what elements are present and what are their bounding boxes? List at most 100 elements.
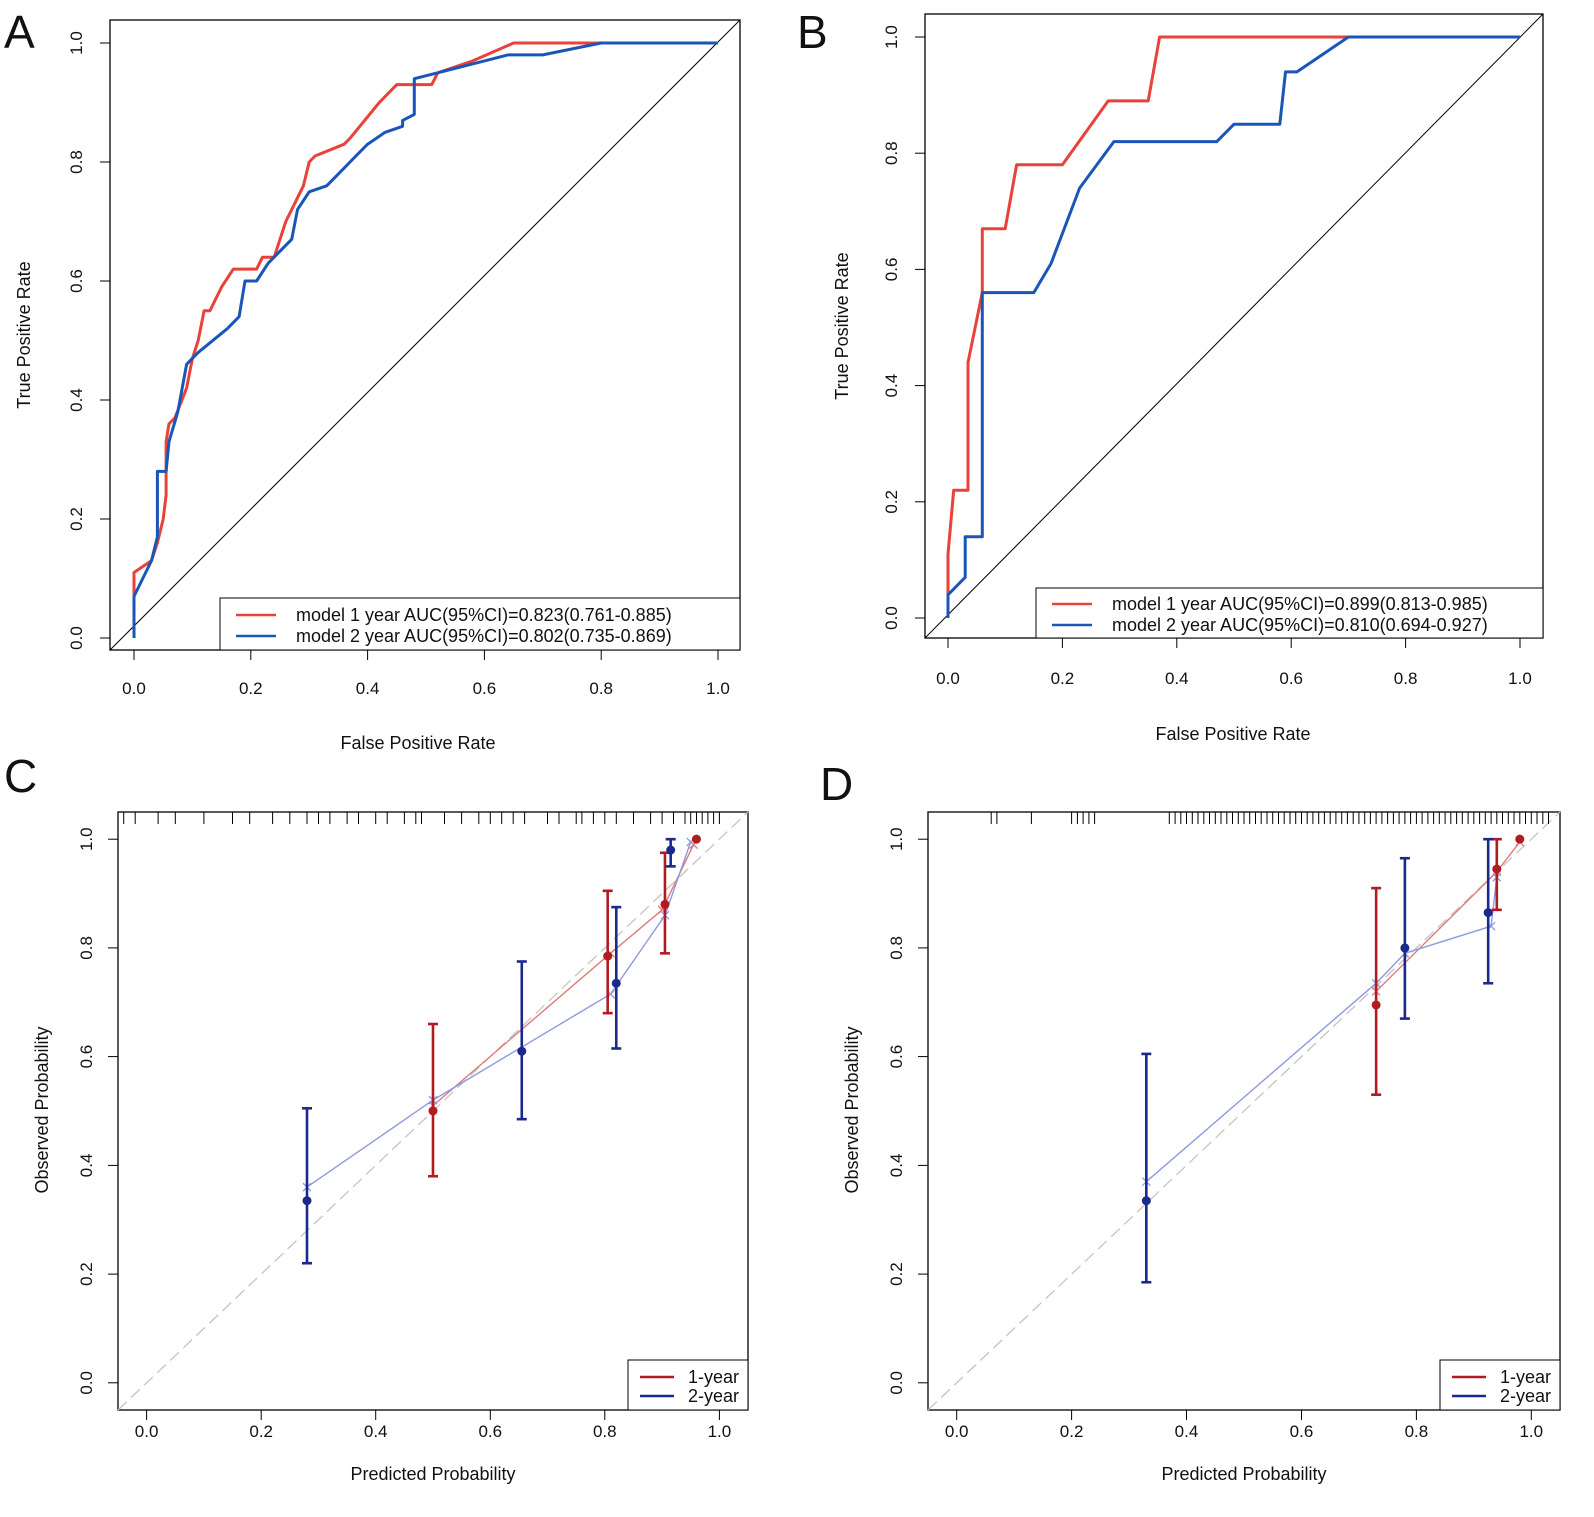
legend-label-model1: model 1 year AUC(95%CI)=0.823(0.761-0.88…: [296, 605, 672, 625]
y-axis-title-d: Observed Probability: [842, 1026, 862, 1193]
observed-point: [660, 899, 670, 909]
legend-label-1-year: 1-year: [1500, 1367, 1551, 1387]
x-tick-label: 0.4: [356, 679, 380, 698]
y-tick-label: 0.6: [77, 1045, 96, 1069]
x-axis-d: 0.0 0.2 0.4 0.6 0.8 1.0: [945, 1409, 1543, 1441]
x-tick-label: 0.4: [1165, 669, 1189, 688]
y-axis-title-c: Observed Probability: [32, 1026, 52, 1193]
x-tick-label: 0.6: [473, 679, 497, 698]
x-tick-label: 0.2: [249, 1422, 273, 1441]
x-axis-c: 0.0 0.2 0.4 0.6 0.8 1.0: [135, 1409, 732, 1441]
roc-chart-b: 0.0 0.2 0.4 0.6 0.8 1.0 0.0 0.2 0.4 0.6 …: [832, 13, 1544, 744]
y-tick-label: 0.6: [67, 269, 86, 293]
y-tick-label: 0.2: [77, 1262, 96, 1286]
y-tick-label: 0.4: [887, 1154, 906, 1178]
legend-b: model 1 year AUC(95%CI)=0.899(0.813-0.98…: [1035, 587, 1544, 639]
y-axis-c: 0.0 0.2 0.4 0.6 0.8 1.0: [77, 827, 119, 1395]
y-tick-label: 0.0: [67, 626, 86, 650]
diagonal-reference-b: [924, 13, 1544, 639]
observed-point: [691, 834, 701, 844]
y-tick-label: 0.0: [882, 606, 901, 630]
x-tick-label: 0.8: [1394, 669, 1418, 688]
y-axis-d: 0.0 0.2 0.4 0.6 0.8 1.0: [887, 827, 929, 1395]
x-tick-label: 1.0: [706, 679, 730, 698]
x-tick-label: 0.8: [589, 679, 613, 698]
calibration-chart-d: 0.0 0.2 0.4 0.6 0.8 1.0 0.0 0.2 0.4 0.6 …: [842, 811, 1561, 1484]
y-tick-label: 1.0: [77, 827, 96, 851]
x-axis-title-c: Predicted Probability: [350, 1464, 515, 1484]
observed-point: [428, 1106, 438, 1116]
x-tick-label: 0.0: [936, 669, 960, 688]
x-tick-label: 1.0: [708, 1422, 732, 1441]
roc-curve-model-1: [132, 41, 718, 638]
x-tick-label: 0.8: [1405, 1422, 1429, 1441]
observed-point: [603, 951, 613, 961]
y-tick-label: 0.8: [882, 141, 901, 165]
observed-point: [1515, 834, 1525, 844]
roc-curve-model-2: [132, 41, 718, 638]
x-tick-label: 0.6: [478, 1422, 502, 1441]
x-tick-label: 0.6: [1279, 669, 1303, 688]
legend-label-model2: model 2 year AUC(95%CI)=0.810(0.694-0.92…: [1112, 615, 1488, 635]
y-tick-label: 0.8: [67, 150, 86, 174]
x-tick-label: 0.4: [364, 1422, 388, 1441]
x-tick-label: 0.0: [945, 1422, 969, 1441]
observed-point: [1141, 1196, 1151, 1206]
y-tick-label: 0.0: [77, 1371, 96, 1395]
x-tick-label: 0.2: [1060, 1422, 1084, 1441]
x-tick-label: 0.0: [135, 1422, 159, 1441]
observed-point: [1371, 1000, 1381, 1010]
x-tick-label: 0.6: [1290, 1422, 1314, 1441]
y-tick-label: 0.2: [887, 1262, 906, 1286]
y-tick-label: 1.0: [882, 25, 901, 49]
panel-letter-c: C: [4, 750, 37, 802]
observed-point: [1400, 943, 1410, 953]
legend-label-model2: model 2 year AUC(95%CI)=0.802(0.735-0.86…: [296, 626, 672, 646]
y-tick-label: 1.0: [887, 827, 906, 851]
x-tick-label: 0.0: [122, 679, 146, 698]
x-tick-label: 0.8: [593, 1422, 617, 1441]
panel-letter-b: B: [797, 6, 828, 58]
y-tick-label: 0.2: [67, 507, 86, 531]
legend-c: 1-year 2-year: [627, 1359, 749, 1411]
x-axis-title-a: False Positive Rate: [340, 733, 495, 753]
x-tick-label: 1.0: [1519, 1422, 1543, 1441]
legend-label-2-year: 2-year: [1500, 1386, 1551, 1406]
legend-a: model 1 year AUC(95%CI)=0.823(0.761-0.88…: [219, 597, 741, 651]
roc-curve-model-1: [946, 35, 1520, 618]
x-axis-title-b: False Positive Rate: [1155, 724, 1310, 744]
y-tick-label: 0.4: [67, 388, 86, 412]
y-axis-b: 0.0 0.2 0.4 0.6 0.8 1.0: [882, 25, 926, 630]
roc-curve-model-2: [946, 35, 1520, 618]
y-tick-label: 0.4: [882, 374, 901, 398]
observed-point: [517, 1046, 527, 1056]
y-tick-label: 0.8: [77, 936, 96, 960]
x-tick-label: 0.2: [1051, 669, 1075, 688]
legend-d: 1-year 2-year: [1439, 1359, 1561, 1411]
panel-letter-d: D: [820, 758, 853, 810]
panel-letter-a: A: [4, 6, 35, 58]
observed-point: [611, 978, 621, 988]
diagonal-reference-a: [109, 19, 741, 651]
observed-point: [1483, 908, 1493, 918]
x-tick-label: 0.2: [239, 679, 263, 698]
legend-label-model1: model 1 year AUC(95%CI)=0.899(0.813-0.98…: [1112, 594, 1488, 614]
legend-label-2-year: 2-year: [688, 1386, 739, 1406]
x-axis-title-d: Predicted Probability: [1161, 1464, 1326, 1484]
y-axis-title-b: True Positive Rate: [832, 252, 852, 399]
legend-label-1-year: 1-year: [688, 1367, 739, 1387]
y-tick-label: 0.4: [77, 1154, 96, 1178]
x-tick-label: 0.4: [1175, 1422, 1199, 1441]
y-axis-title-a: True Positive Rate: [14, 261, 34, 408]
y-tick-label: 0.6: [887, 1045, 906, 1069]
calibration-chart-c: 0.0 0.2 0.4 0.6 0.8 1.0 0.0 0.2 0.4 0.6 …: [32, 811, 749, 1484]
y-axis-a: 0.0 0.2 0.4 0.6 0.8 1.0: [67, 31, 111, 650]
y-tick-label: 1.0: [67, 31, 86, 55]
x-tick-label: 1.0: [1508, 669, 1532, 688]
y-tick-label: 0.6: [882, 258, 901, 282]
y-tick-label: 0.0: [887, 1371, 906, 1395]
roc-chart-a: 0.0 0.2 0.4 0.6 0.8 1.0 0.0 0.2 0.4 0.6 …: [14, 19, 741, 753]
y-tick-label: 0.2: [882, 490, 901, 514]
observed-point: [1492, 864, 1502, 874]
